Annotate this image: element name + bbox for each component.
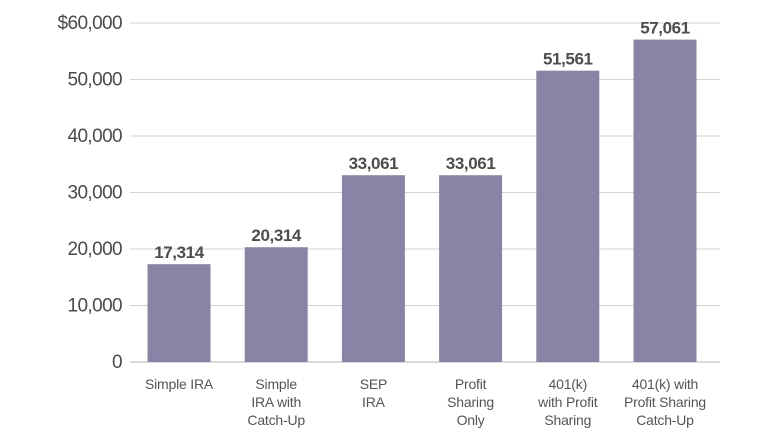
x-category-label: 401(k) with Profit Sharing Catch-Up: [624, 376, 706, 428]
x-category-label-line: Profit Sharing: [624, 394, 706, 410]
x-category-label-line: Profit: [455, 376, 487, 392]
bar: [439, 175, 503, 362]
x-category-label-line: IRA: [362, 394, 386, 410]
x-category-label: SEP IRA: [360, 376, 387, 410]
x-category-label-line: Simple: [255, 376, 297, 392]
x-category-label: 401(k) with Profit Sharing: [537, 376, 598, 428]
bars: [147, 39, 697, 363]
bar-value-label: 33,061: [349, 154, 399, 173]
y-tick-label: 50,000: [67, 70, 122, 91]
y-tick-label: 20,000: [67, 239, 122, 260]
bar-value-label: 51,561: [543, 50, 593, 69]
x-category-label-line: 401(k) with: [632, 376, 698, 392]
x-category-label-line: with Profit: [537, 394, 598, 410]
x-category-label-line: Sharing: [544, 412, 591, 428]
bar-value-label: 33,061: [446, 154, 496, 173]
bar-value-label: 20,314: [251, 226, 302, 245]
x-category-label-line: Catch-Up: [636, 412, 694, 428]
y-tick-label: 0: [112, 352, 122, 373]
x-category-label-line: SEP: [360, 376, 387, 392]
x-category-label-line: Sharing: [447, 394, 494, 410]
value-labels: 17,314 20,314 33,061 33,061 51,561 57,061: [154, 19, 690, 263]
bar: [341, 175, 405, 362]
y-tick-label: 30,000: [67, 183, 122, 204]
bar-value-label: 57,061: [640, 19, 690, 38]
x-category-label: Simple IRA: [145, 376, 214, 392]
bar: [147, 264, 211, 362]
y-tick-label: $60,000: [58, 13, 123, 34]
x-category-label-line: IRA with: [251, 394, 301, 410]
bar: [244, 247, 308, 362]
bar: [633, 39, 697, 363]
y-tick-label: 10,000: [67, 296, 122, 317]
y-tick-label: 40,000: [67, 126, 122, 147]
bar: [536, 70, 600, 362]
y-axis-ticks: 0 10,000 20,000 30,000 40,000 50,000 $60,000: [58, 13, 123, 373]
x-axis-labels: Simple IRA Simple IRA with Catch-Up SEP IRA Pr…: [145, 376, 706, 428]
x-category-label-line: Only: [457, 412, 485, 428]
x-category-label-line: Simple IRA: [145, 376, 214, 392]
bar-value-label: 17,314: [154, 243, 205, 262]
x-category-label: Profit Sharing Only: [447, 376, 494, 428]
gridlines: [130, 22, 720, 363]
x-category-label-line: 401(k): [549, 376, 587, 392]
x-category-label-line: Catch-Up: [247, 412, 305, 428]
x-category-label: Simple IRA with Catch-Up: [247, 376, 305, 428]
